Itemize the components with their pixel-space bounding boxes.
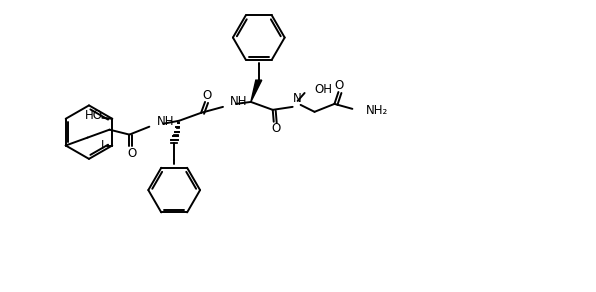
- Text: NH: NH: [230, 95, 247, 108]
- Text: NH₂: NH₂: [367, 104, 389, 117]
- Text: NH: NH: [157, 115, 175, 128]
- Text: I: I: [101, 139, 104, 152]
- Text: O: O: [203, 89, 212, 102]
- Text: O: O: [271, 122, 280, 135]
- Text: N: N: [293, 93, 302, 105]
- Text: OH: OH: [315, 83, 333, 95]
- Text: HO: HO: [85, 109, 103, 122]
- Text: O: O: [128, 147, 137, 160]
- Text: O: O: [335, 79, 344, 92]
- Polygon shape: [251, 80, 262, 102]
